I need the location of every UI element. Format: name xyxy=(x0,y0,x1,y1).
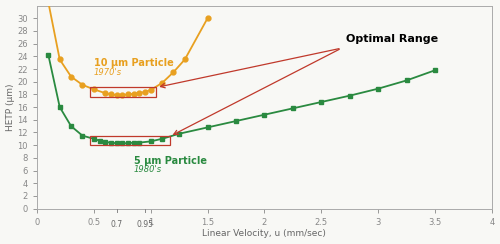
Bar xyxy=(90,136,170,145)
Text: 10 µm Particle: 10 µm Particle xyxy=(94,58,174,68)
Text: 1970's: 1970's xyxy=(94,68,122,77)
Text: 0.7: 0.7 xyxy=(110,220,122,229)
Text: Optimal Range: Optimal Range xyxy=(346,34,438,44)
Text: 1980's: 1980's xyxy=(134,165,162,174)
Y-axis label: HETP (µm): HETP (µm) xyxy=(6,83,15,131)
Bar xyxy=(90,87,156,97)
Text: 5 µm Particle: 5 µm Particle xyxy=(134,156,206,166)
X-axis label: Linear Velocity, u (mm/sec): Linear Velocity, u (mm/sec) xyxy=(202,229,326,238)
Text: 0.95: 0.95 xyxy=(136,220,154,229)
